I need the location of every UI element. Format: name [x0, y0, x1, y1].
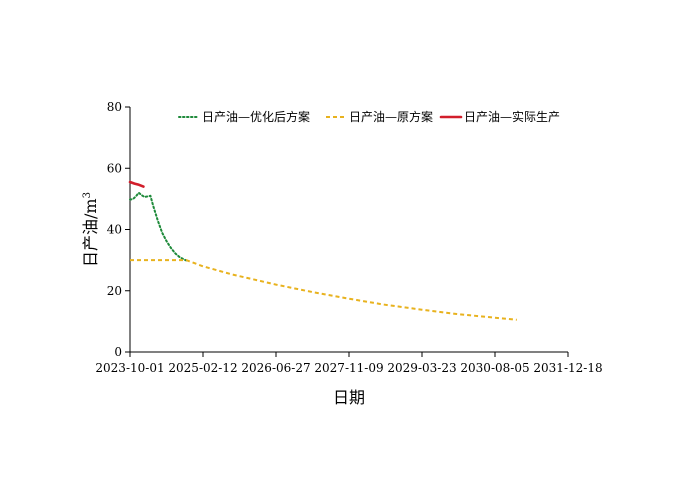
y-tick-label: 0: [114, 345, 122, 359]
legend: 日产油—优化后方案 日产油—原方案 日产油—实际生产: [178, 109, 560, 124]
x-tick-label: 2025-02-12: [168, 361, 237, 375]
y-axis-ticks: 0 20 40 60 80: [107, 100, 130, 359]
x-axis-ticks: 2023-10-01 2025-02-12 2026-06-27 2027-11-09…: [95, 352, 603, 375]
chart-axes: 0 20 40 60 80 2023-10-01 2025-02-12 2026-06-27…: [95, 100, 602, 375]
x-axis-title: 日期: [333, 388, 365, 407]
y-tick-label: 60: [107, 161, 122, 175]
series-line-0: [129, 191, 188, 262]
y-tick-label: 80: [107, 100, 122, 114]
y-tick-label: 20: [107, 284, 122, 298]
y-axis-title-superscript: 3: [82, 192, 93, 198]
x-tick-label: 2026-06-27: [241, 361, 310, 375]
x-tick-label: 2029-03-23: [387, 361, 456, 375]
legend-label-1: 日产油—原方案: [349, 109, 433, 124]
x-tick-label: 2027-11-09: [314, 361, 383, 375]
series-line-1: [130, 259, 517, 321]
x-tick-label: 2030-08-05: [460, 361, 529, 375]
legend-label-0: 日产油—优化后方案: [202, 109, 310, 124]
legend-label-2: 日产油—实际生产: [464, 109, 560, 124]
series-line-2: [128, 180, 145, 188]
series-layer: [128, 180, 517, 321]
y-axis-title: 日产油/m3: [81, 192, 100, 267]
x-tick-label: 2031-12-18: [533, 361, 602, 375]
x-tick-label: 2023-10-01: [95, 361, 164, 375]
y-tick-label: 40: [107, 223, 122, 237]
y-axis-title-main: 日产油/m: [81, 198, 100, 267]
